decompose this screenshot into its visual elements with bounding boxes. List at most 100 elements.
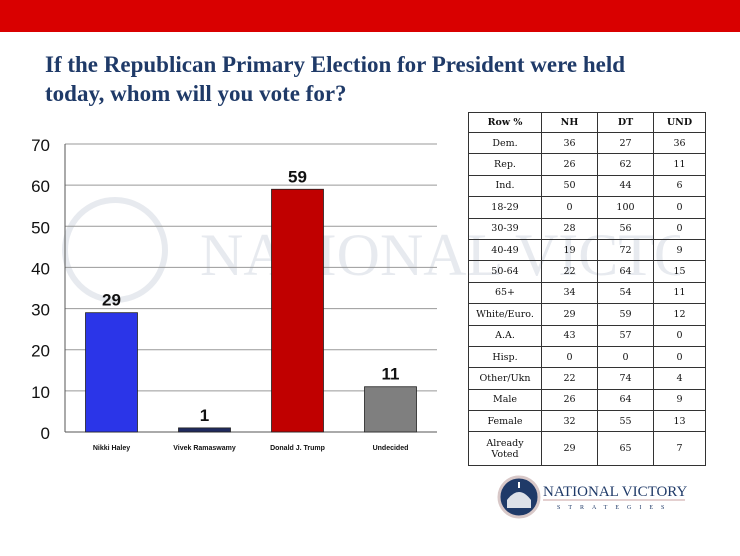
data-label: 29 — [102, 291, 121, 310]
table-cell: 34 — [541, 281, 598, 305]
row-label: Female — [468, 410, 542, 433]
bar — [85, 312, 138, 433]
table-cell: 0 — [597, 345, 654, 369]
table-cell: 0 — [653, 345, 706, 369]
row-label: 65+ — [468, 281, 542, 305]
row-label: Ind. — [468, 174, 542, 198]
table-row: Rep. 26 62 11 — [468, 153, 706, 176]
table-row: 18-29 0 100 0 — [468, 196, 706, 219]
table-row: Male 26 64 9 — [468, 388, 706, 412]
row-label: Hisp. — [468, 345, 542, 369]
table-row: 50-64 22 64 15 — [468, 260, 706, 283]
category-label: Vivek Ramaswamy — [173, 445, 236, 452]
table-cell: 6 — [653, 174, 706, 198]
category-label: Nikki Haley — [93, 445, 130, 452]
y-tick-label: 30 — [31, 301, 50, 320]
y-tick-label: 10 — [31, 383, 50, 402]
y-tick-label: 70 — [31, 136, 50, 155]
table-cell: 56 — [597, 217, 654, 240]
row-label: Other/Ukn — [468, 367, 542, 390]
row-label: 18-29 — [468, 196, 542, 219]
table-cell: 54 — [597, 281, 654, 305]
svg-text:STRATEGIES: STRATEGIES — [557, 505, 672, 511]
table-row: 30-39 28 56 0 — [468, 217, 706, 240]
row-label: Already Voted — [468, 431, 542, 467]
table-row: White/Euro. 29 59 12 — [468, 303, 706, 326]
y-tick-label: 50 — [31, 218, 50, 237]
table-row: A.A. 43 57 0 — [468, 324, 706, 347]
table-cell: 0 — [653, 324, 706, 347]
table-cell: 55 — [597, 410, 654, 433]
table-row: Other/Ukn 22 74 4 — [468, 367, 706, 390]
national-victory-logo: NATIONAL VICTORY STRATEGIES — [497, 475, 687, 519]
y-tick-label: 0 — [41, 424, 50, 443]
row-label: A.A. — [468, 324, 542, 347]
table-cell: 72 — [597, 238, 654, 262]
table-cell: 28 — [541, 217, 598, 240]
table-cell: 29 — [541, 303, 598, 326]
table-cell: 4 — [653, 367, 706, 390]
column-header: UND — [653, 112, 706, 133]
column-header: NH — [541, 112, 598, 133]
row-label: Dem. — [468, 131, 542, 155]
table-cell: 9 — [653, 238, 706, 262]
table-cell: 9 — [653, 388, 706, 412]
table-row: Ind. 50 44 6 — [468, 174, 706, 198]
row-label: White/Euro. — [468, 303, 542, 326]
row-label: 30-39 — [468, 217, 542, 240]
table-cell: 29 — [541, 431, 598, 467]
table-cell: 0 — [653, 217, 706, 240]
table-cell: 44 — [597, 174, 654, 198]
category-label: Undecided — [373, 445, 409, 452]
table-cell: 15 — [653, 260, 706, 283]
bar — [364, 386, 417, 433]
column-header: Row % — [468, 112, 542, 133]
category-label: Donald J. Trump — [270, 445, 325, 452]
top-red-bar — [0, 0, 740, 32]
table-cell: 32 — [541, 410, 598, 433]
table-cell: 13 — [653, 410, 706, 433]
table-row: 40-49 19 72 9 — [468, 238, 706, 262]
slide-title: If the Republican Primary Election for P… — [45, 52, 626, 106]
table-cell: 22 — [541, 367, 598, 390]
table-row: Hisp. 0 0 0 — [468, 345, 706, 369]
table-cell: 0 — [653, 196, 706, 219]
y-tick-label: 60 — [31, 177, 50, 196]
table-cell: 100 — [597, 196, 654, 219]
table-cell: 59 — [597, 303, 654, 326]
table-row: 65+ 34 54 11 — [468, 281, 706, 305]
row-label: 50-64 — [468, 260, 542, 283]
row-label: 40-49 — [468, 238, 542, 262]
bar-chart: 0 10 20 30 40 50 60 70 29 Nikki Haley 1 Vivek Ramas… — [31, 136, 437, 452]
table-row: Dem. 36 27 36 — [468, 131, 706, 155]
y-tick-label: 40 — [31, 259, 50, 278]
y-tick-label: 20 — [31, 342, 50, 361]
table-cell: 7 — [653, 431, 706, 467]
table-cell: 50 — [541, 174, 598, 198]
table-cell: 36 — [653, 131, 706, 155]
row-label: Male — [468, 388, 542, 412]
table-cell: 27 — [597, 131, 654, 155]
table-header-row: Row % NH DT UND — [468, 112, 706, 133]
table-cell: 26 — [541, 388, 598, 412]
table-cell: 26 — [541, 153, 598, 176]
table-cell: 36 — [541, 131, 598, 155]
table-cell: 11 — [653, 153, 706, 176]
table-row: Female 32 55 13 — [468, 410, 706, 433]
crosstab-table: Row % NH DT UND Dem. 36 27 36 Rep. 26 62 11 Ind. 50 4… — [468, 112, 706, 467]
table-cell: 43 — [541, 324, 598, 347]
table-cell: 12 — [653, 303, 706, 326]
table-cell: 65 — [597, 431, 654, 467]
table-cell: 22 — [541, 260, 598, 283]
data-label: 59 — [288, 167, 307, 186]
table-cell: 64 — [597, 388, 654, 412]
bar — [271, 188, 324, 433]
table-cell: 62 — [597, 153, 654, 176]
table-cell: 57 — [597, 324, 654, 347]
table-cell: 19 — [541, 238, 598, 262]
bar — [178, 427, 231, 433]
table-cell: 11 — [653, 281, 706, 305]
data-label: 11 — [382, 365, 400, 384]
table-cell: 0 — [541, 196, 598, 219]
svg-text:NATIONAL VICTORY: NATIONAL VICTORY — [543, 484, 687, 500]
